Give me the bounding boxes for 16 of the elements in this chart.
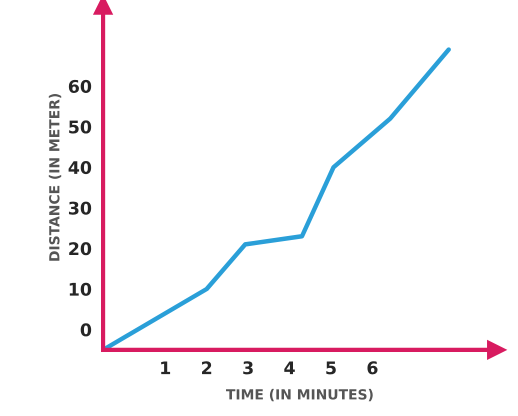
- x-tick-label: 6: [367, 361, 378, 374]
- x-tick-label: 1: [161, 362, 170, 374]
- y-tick-label: 10: [70, 282, 92, 296]
- line-series: [103, 47, 451, 350]
- y-tick-label: 50: [69, 120, 92, 134]
- y-tick-label: 20: [69, 242, 92, 256]
- x-tick-label: 4: [284, 362, 295, 374]
- y-axis-title: DISTANCE (IN METER): [48, 94, 62, 261]
- x-tick-label: 3: [243, 361, 253, 374]
- x-tick-label: 5: [326, 362, 336, 374]
- y-tick-label: 30: [68, 202, 92, 215]
- y-tick-label: 40: [68, 160, 92, 174]
- y-tick-label: 60: [68, 80, 92, 93]
- x-tick-label: 2: [202, 361, 212, 374]
- y-tick-label: 0: [80, 323, 92, 336]
- x-axis-title: TIME (IN MINUTES): [226, 388, 373, 402]
